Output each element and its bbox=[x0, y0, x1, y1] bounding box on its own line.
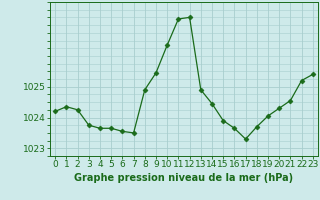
X-axis label: Graphe pression niveau de la mer (hPa): Graphe pression niveau de la mer (hPa) bbox=[75, 173, 293, 183]
